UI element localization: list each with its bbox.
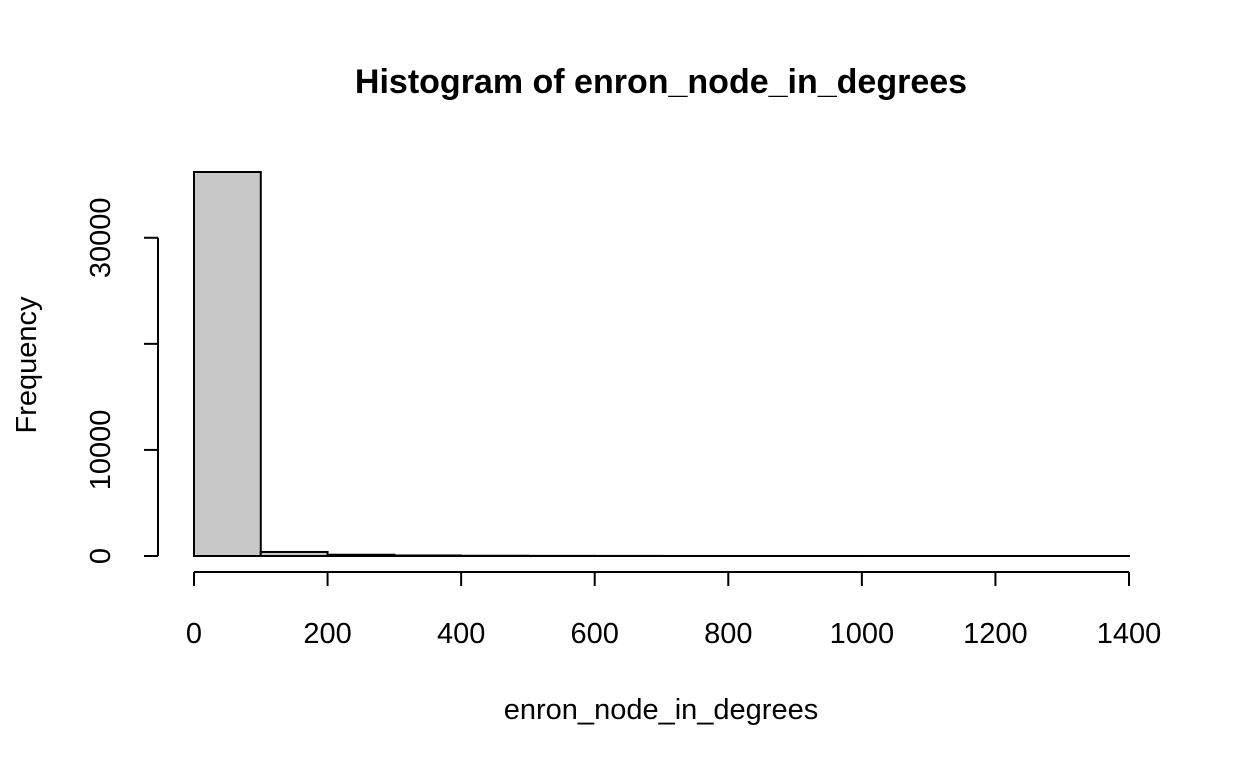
x-tick-label-7: 1400 (1097, 618, 1162, 650)
x-axis-label: enron_node_in_degrees (504, 694, 818, 726)
x-axis: 0 200 400 600 800 1000 1200 1400 (186, 571, 1162, 650)
y-tick-label-1: 10000 (85, 410, 117, 491)
x-tick-label-6: 1200 (963, 618, 1028, 650)
x-tick-label-2: 400 (437, 618, 485, 650)
x-tick-label-1: 200 (303, 618, 351, 650)
chart-title: Histogram of enron_node_in_degrees (355, 63, 967, 101)
bars-group (193, 171, 1130, 558)
histogram-bar-2 (326, 553, 396, 557)
histogram-bar-0 (193, 171, 262, 557)
histogram-bar-3 (393, 554, 463, 557)
x-tick-label-3: 600 (571, 618, 619, 650)
x-tick-label-4: 800 (704, 618, 752, 650)
x-tick-label-0: 0 (186, 618, 202, 650)
x-tick-label-5: 1000 (830, 618, 895, 650)
histogram-bar-1 (259, 550, 329, 557)
y-tick-label-0: 0 (85, 548, 117, 564)
y-axis: 0 10000 30000 (85, 197, 159, 564)
y-tick-label-3: 30000 (85, 197, 117, 278)
y-axis-label: Frequency (11, 296, 43, 434)
